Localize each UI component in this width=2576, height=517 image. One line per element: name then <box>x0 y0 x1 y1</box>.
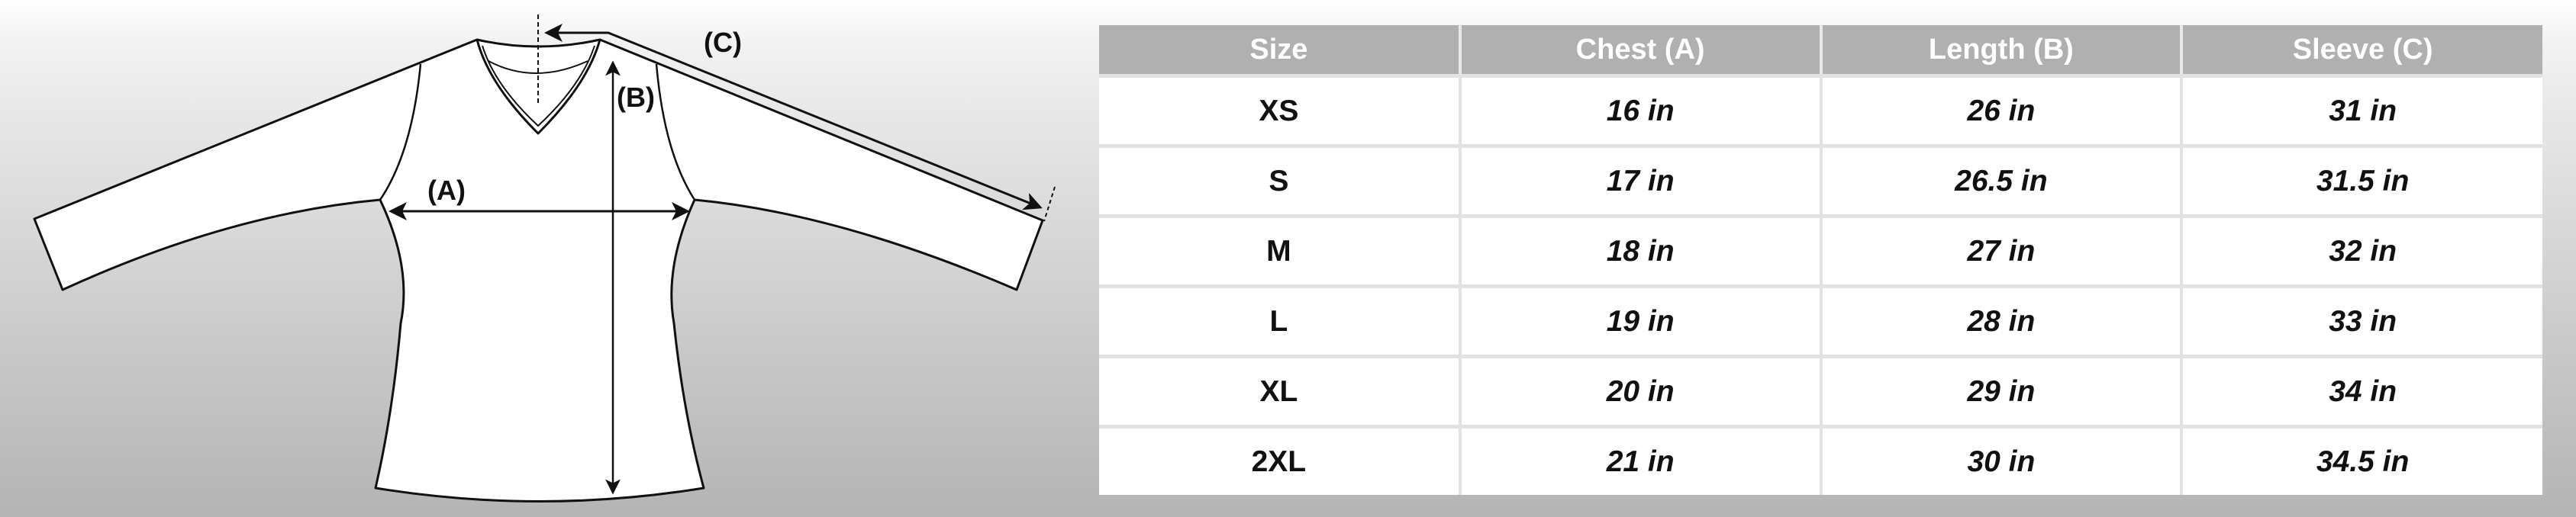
cell-sleeve: 34.5 in <box>2181 425 2542 495</box>
table-header-row: Size Chest (A) Length (B) Sleeve (C) <box>1099 25 2542 76</box>
cell-length: 28 in <box>1820 284 2184 357</box>
table-row: 2XL 21 in 30 in 34.5 in <box>1099 425 2542 495</box>
cell-size: 2XL <box>1099 425 1462 495</box>
size-chart-table: Size Chest (A) Length (B) Sleeve (C) XS 1… <box>1099 25 2542 495</box>
cell-size: XS <box>1099 74 1462 146</box>
cell-chest: 19 in <box>1459 284 1823 357</box>
cell-size: XL <box>1099 355 1462 427</box>
shirt-outline <box>33 38 1044 503</box>
cell-sleeve: 33 in <box>2181 284 2542 357</box>
cell-chest: 18 in <box>1459 214 1823 287</box>
header-length: Length (B) <box>1820 25 2184 76</box>
table-row: S 17 in 26.5 in 31.5 in <box>1099 144 2542 217</box>
table-row: L 19 in 28 in 33 in <box>1099 284 2542 357</box>
header-size: Size <box>1099 25 1462 76</box>
cell-size: M <box>1099 214 1462 287</box>
cell-chest: 20 in <box>1459 355 1823 427</box>
cell-chest: 21 in <box>1459 425 1823 495</box>
cell-length: 27 in <box>1820 214 2184 287</box>
shirt-measurement-diagram: (A) (B) (C) <box>33 14 1056 503</box>
cell-size: L <box>1099 284 1462 357</box>
cell-size: S <box>1099 144 1462 217</box>
length-label: (B) <box>617 82 655 113</box>
cell-length: 26.5 in <box>1820 144 2184 217</box>
cell-length: 30 in <box>1820 425 2184 495</box>
cell-chest: 16 in <box>1459 74 1823 146</box>
cell-sleeve: 34 in <box>2181 355 2542 427</box>
header-chest: Chest (A) <box>1459 25 1823 76</box>
cell-sleeve: 31 in <box>2181 74 2542 146</box>
sleeve-label: (C) <box>704 27 742 58</box>
cell-length: 26 in <box>1820 74 2184 146</box>
cell-sleeve: 31.5 in <box>2181 144 2542 217</box>
table-row: XS 16 in 26 in 31 in <box>1099 74 2542 146</box>
cell-sleeve: 32 in <box>2181 214 2542 287</box>
cell-chest: 17 in <box>1459 144 1823 217</box>
cuff-dashed-line <box>1043 186 1056 222</box>
left-armhole-seam <box>379 63 422 201</box>
chest-label: (A) <box>427 175 466 206</box>
header-sleeve: Sleeve (C) <box>2181 25 2542 76</box>
table-row: M 18 in 27 in 32 in <box>1099 214 2542 287</box>
table-row: XL 20 in 29 in 34 in <box>1099 355 2542 427</box>
sleeve-arrow <box>544 24 1043 210</box>
cell-length: 29 in <box>1820 355 2184 427</box>
